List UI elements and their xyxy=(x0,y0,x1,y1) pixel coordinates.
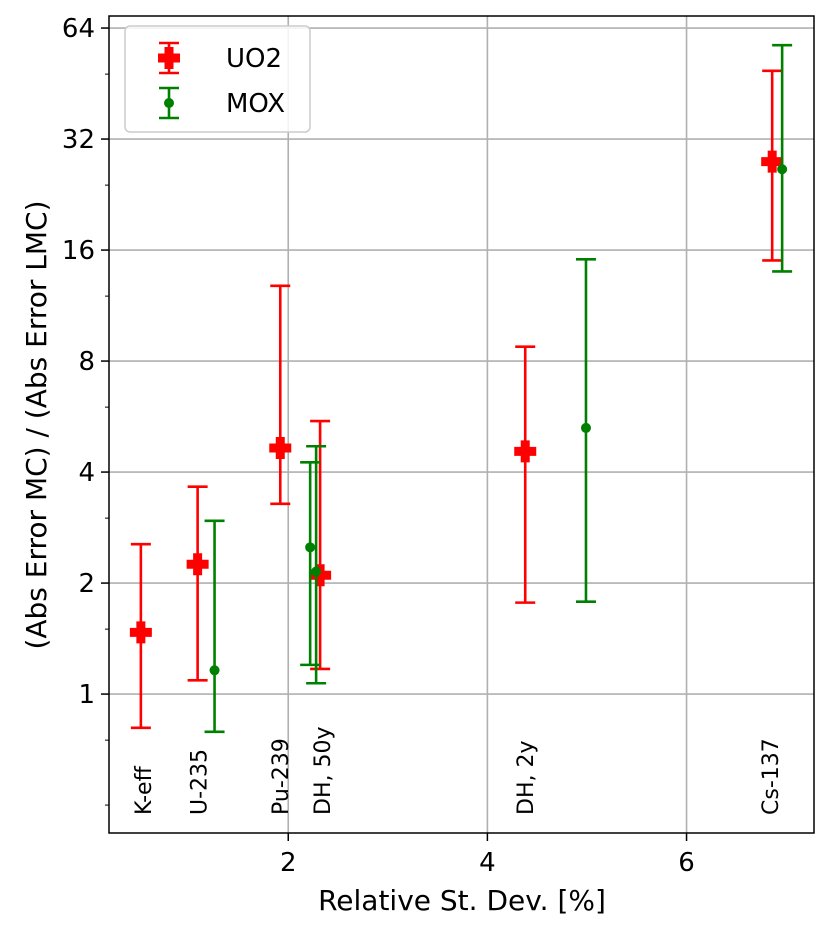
grid xyxy=(109,16,814,833)
y-tick-label: 1 xyxy=(78,680,95,710)
y-tick-label: 32 xyxy=(62,125,95,155)
series-mox xyxy=(204,43,793,734)
data-point xyxy=(311,566,322,577)
annotation-label: Cs-137 xyxy=(759,738,784,815)
y-tick-label: 8 xyxy=(78,347,95,377)
y-axis-title: (Abs Error MC) / (Abs Error LMC) xyxy=(20,200,53,649)
y-tick-label: 2 xyxy=(78,569,95,599)
annotation-label: U-235 xyxy=(188,749,213,815)
y-tick-label: 4 xyxy=(78,458,95,488)
data-point xyxy=(305,542,316,553)
data-series xyxy=(129,43,793,734)
legend-entry-uo2: UO2 xyxy=(158,41,282,75)
legend: UO2 MOX xyxy=(124,25,311,133)
y-tick-label: 16 xyxy=(62,236,95,266)
legend-entry-mox: MOX xyxy=(159,86,285,120)
annotations: K-eff U-235 Pu-239 DH, 50y DH, 2y Cs-137 xyxy=(132,727,784,815)
data-point xyxy=(514,440,537,463)
y-tick-label: 64 xyxy=(62,14,95,44)
legend-label: UO2 xyxy=(226,44,282,74)
x-tick-label: 6 xyxy=(678,848,695,878)
legend-marker xyxy=(164,98,174,108)
data-point xyxy=(186,553,209,576)
data-point xyxy=(209,665,220,676)
legend-label: MOX xyxy=(226,89,285,119)
x-tick-label: 2 xyxy=(280,848,297,878)
annotation-label: DH, 2y xyxy=(514,741,539,816)
plot-frame xyxy=(108,15,815,834)
x-axis-title: Relative St. Dev. [%] xyxy=(318,884,606,917)
data-point xyxy=(761,150,784,173)
annotation-label: Pu-239 xyxy=(269,738,294,815)
data-point xyxy=(129,621,152,644)
x-tick-label: 4 xyxy=(479,848,496,878)
axis-ticks: 2 4 6 1 2 4 8 16 32 64 xyxy=(62,14,695,878)
data-point xyxy=(309,564,332,587)
data-point xyxy=(777,164,788,175)
legend-marker xyxy=(158,47,180,69)
data-point xyxy=(269,436,292,459)
series-uo2 xyxy=(129,69,784,730)
annotation-label: DH, 50y xyxy=(311,727,336,815)
data-point xyxy=(580,422,591,433)
annotation-label: K-eff xyxy=(132,765,157,815)
